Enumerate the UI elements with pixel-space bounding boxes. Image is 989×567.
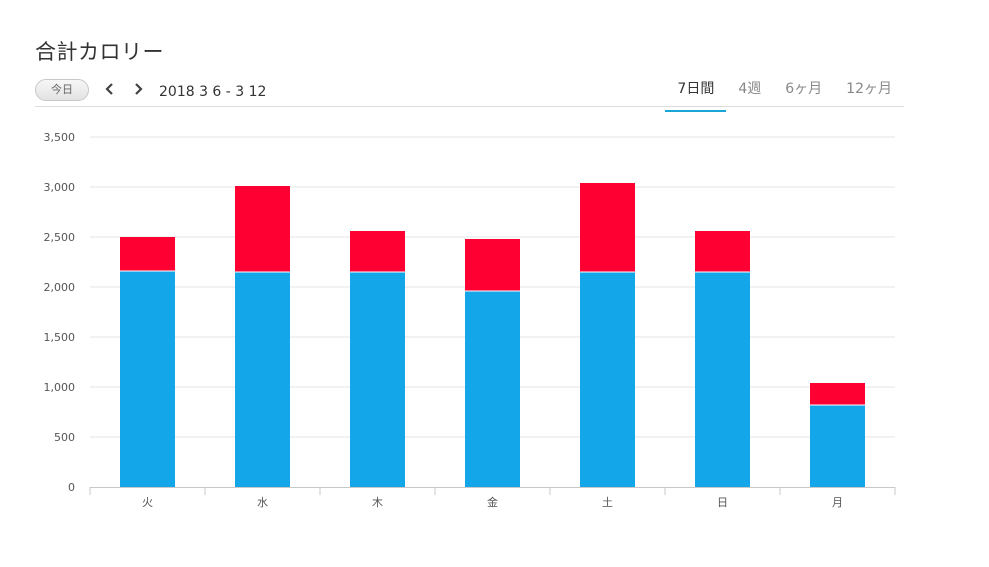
x-tick-label: 水	[257, 496, 268, 509]
y-tick-label: 3,500	[44, 131, 76, 144]
bar-segment-base	[695, 272, 750, 487]
chart-toolbar: 今日 2018 3 6 - 3 12 7日間 4週 6ヶ月 12ヶ月	[35, 78, 904, 112]
y-tick-label: 1,500	[44, 331, 76, 344]
bar-segment-base	[580, 272, 635, 487]
y-tick-label: 500	[54, 431, 75, 444]
date-range: 2018 3 6 - 3 12	[159, 84, 267, 100]
x-tick-label: 日	[717, 496, 728, 509]
bar-segment-top	[810, 383, 865, 405]
x-tick-label: 木	[372, 496, 383, 509]
bar-segment-top	[235, 186, 290, 272]
bar-segment-base	[120, 271, 175, 487]
bar-segment-base	[235, 272, 290, 487]
bar-segment-top	[580, 183, 635, 272]
y-tick-label: 2,000	[44, 281, 76, 294]
y-tick-label: 0	[68, 481, 75, 494]
bar-segment-top	[695, 231, 750, 272]
y-tick-label: 2,500	[44, 231, 76, 244]
bar-segment-base	[810, 405, 865, 487]
x-tick-label: 月	[832, 496, 843, 509]
today-button[interactable]: 今日	[35, 79, 89, 101]
x-tick-label: 火	[142, 496, 153, 509]
chevron-right-icon[interactable]	[131, 80, 145, 98]
bar-segment-top	[465, 239, 520, 291]
tab-6months[interactable]: 6ヶ月	[785, 81, 823, 97]
period-tabs: 7日間 4週 6ヶ月 12ヶ月	[665, 78, 904, 112]
tab-4weeks[interactable]: 4週	[738, 81, 762, 97]
chevron-left-icon[interactable]	[103, 80, 117, 98]
bar-segment-base	[465, 291, 520, 487]
bar-segment-base	[350, 272, 405, 487]
y-tick-label: 1,000	[44, 381, 76, 394]
y-tick-label: 3,000	[44, 181, 76, 194]
bar-segment-top	[120, 237, 175, 271]
x-tick-label: 金	[487, 495, 498, 509]
page-title: 合計カロリー	[35, 40, 164, 65]
bar-segment-top	[350, 231, 405, 272]
x-tick-label: 土	[602, 496, 613, 509]
tab-12months[interactable]: 12ヶ月	[846, 81, 892, 97]
tab-7days[interactable]: 7日間	[665, 78, 727, 112]
